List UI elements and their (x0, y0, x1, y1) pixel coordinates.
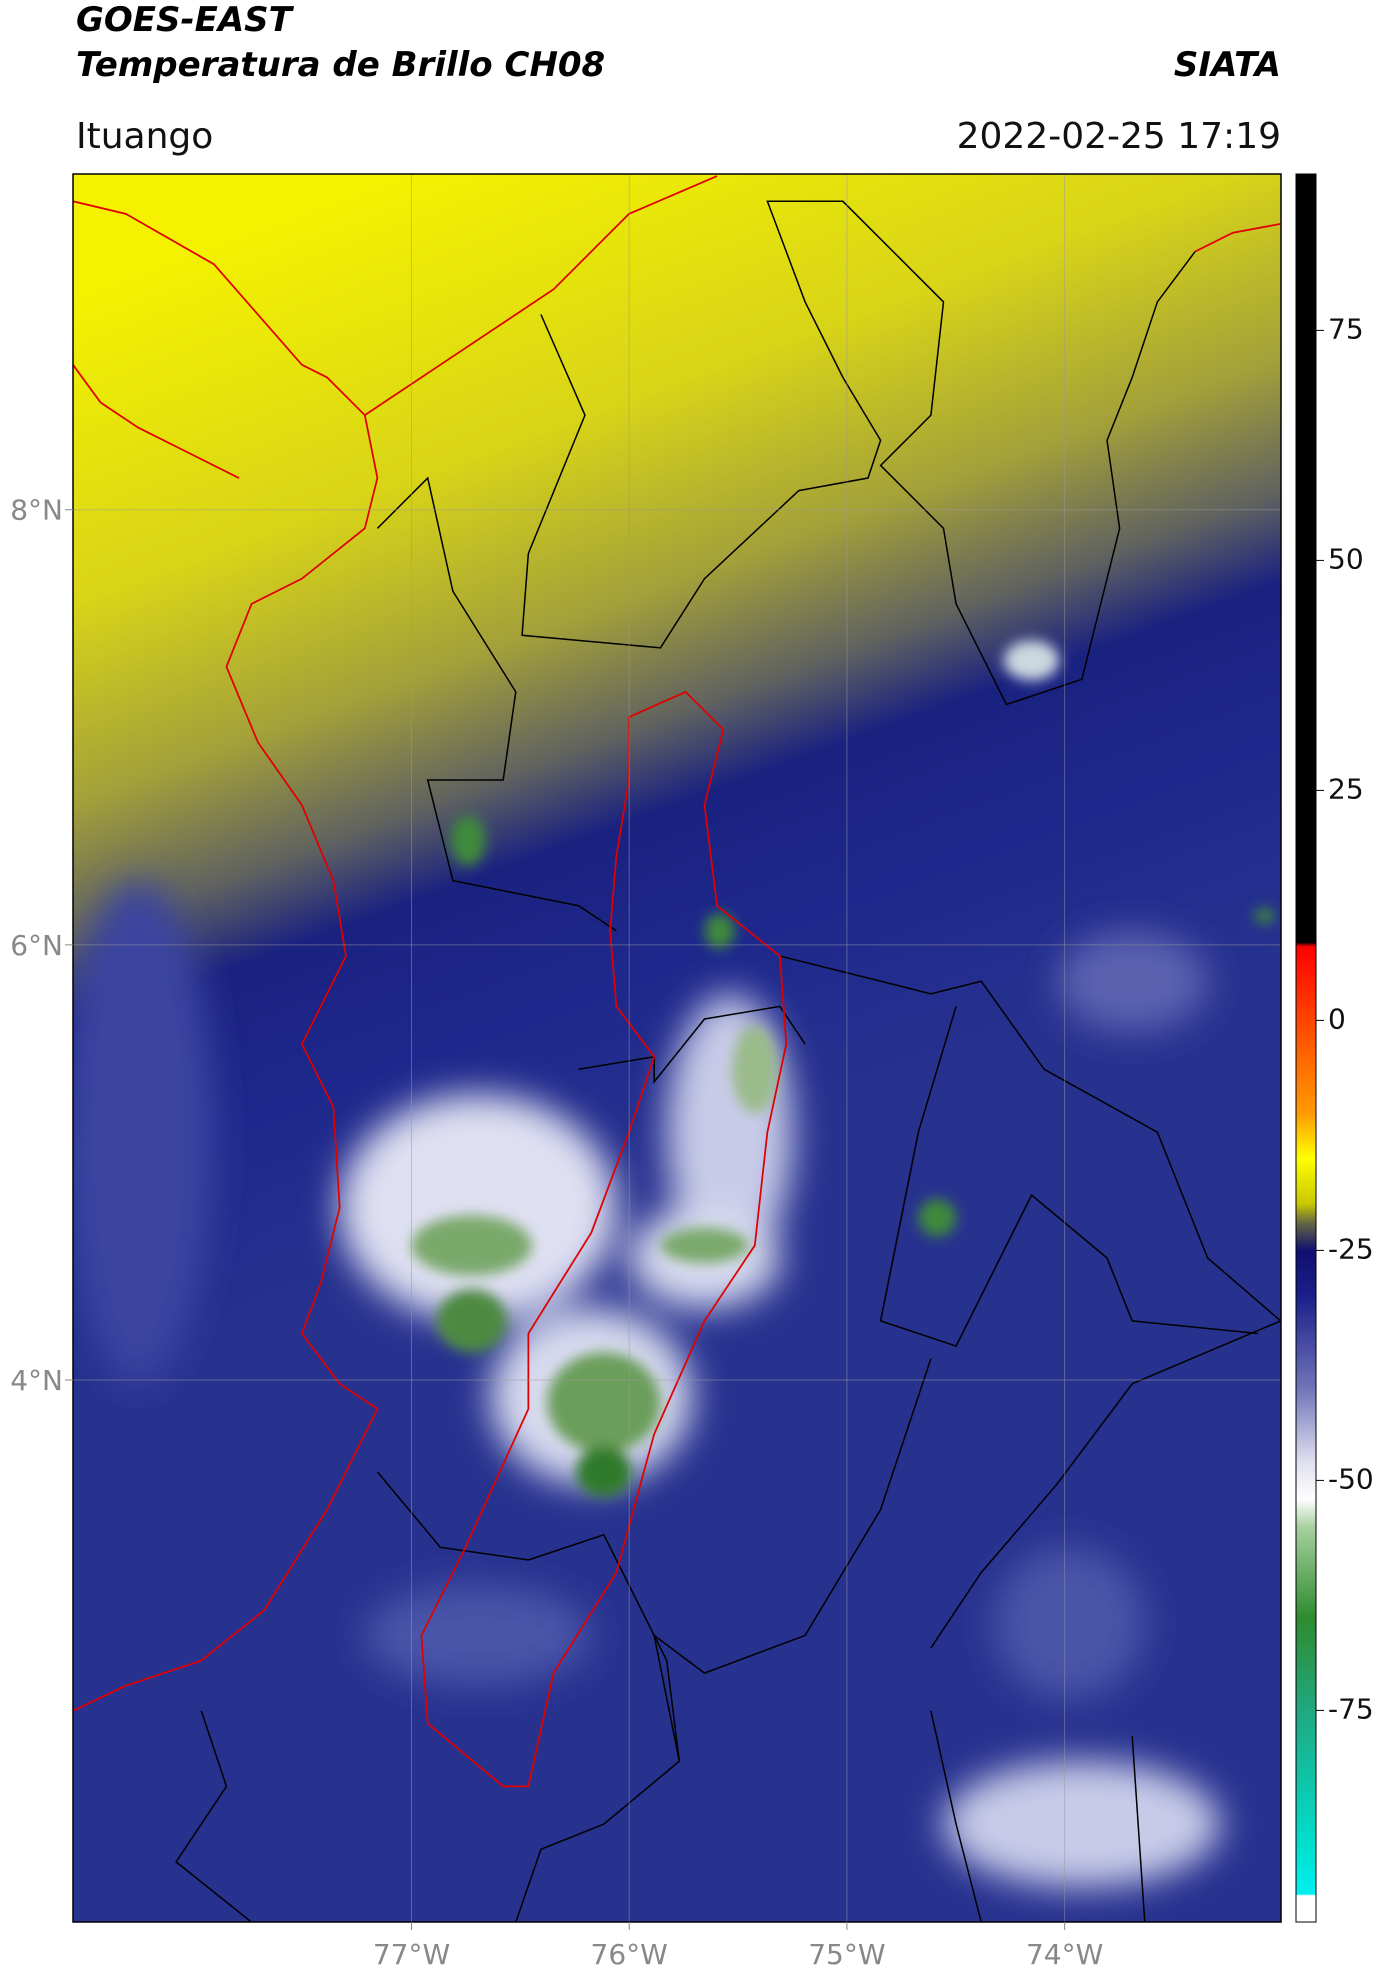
grid (73, 174, 1281, 1922)
colorbar-tick-label: -25 (1328, 1232, 1374, 1265)
title: GOES-EAST (76, 0, 295, 40)
map-frame (72, 173, 1282, 1923)
colorbar-tick-label: 25 (1328, 772, 1364, 805)
colorbar (1295, 173, 1317, 1923)
x-tick-label: 75°W (808, 1938, 885, 1971)
source: SIATA (1174, 45, 1281, 85)
region: Ituango (76, 116, 213, 157)
colorbar-tick-label: 0 (1328, 1002, 1346, 1035)
colorbar-tick-label: 75 (1328, 312, 1364, 345)
subtitle: Temperatura de Brillo CH08 (76, 45, 605, 85)
cloud-field (73, 175, 1281, 1922)
map-area (73, 174, 1281, 1922)
y-tick-label: 4°N (10, 1364, 63, 1397)
colorbar-tick-label: -50 (1328, 1462, 1374, 1495)
x-tick-label: 76°W (591, 1938, 668, 1971)
y-tick-label: 6°N (10, 929, 63, 962)
colorbar-tick-label: -75 (1328, 1692, 1374, 1725)
colorbar-tick-label: 50 (1328, 542, 1364, 575)
datetime: 2022-02-25 17:19 (957, 116, 1281, 157)
x-tick-label: 77°W (373, 1938, 450, 1971)
y-tick-label: 8°N (10, 494, 63, 527)
x-tick-label: 74°W (1026, 1938, 1103, 1971)
